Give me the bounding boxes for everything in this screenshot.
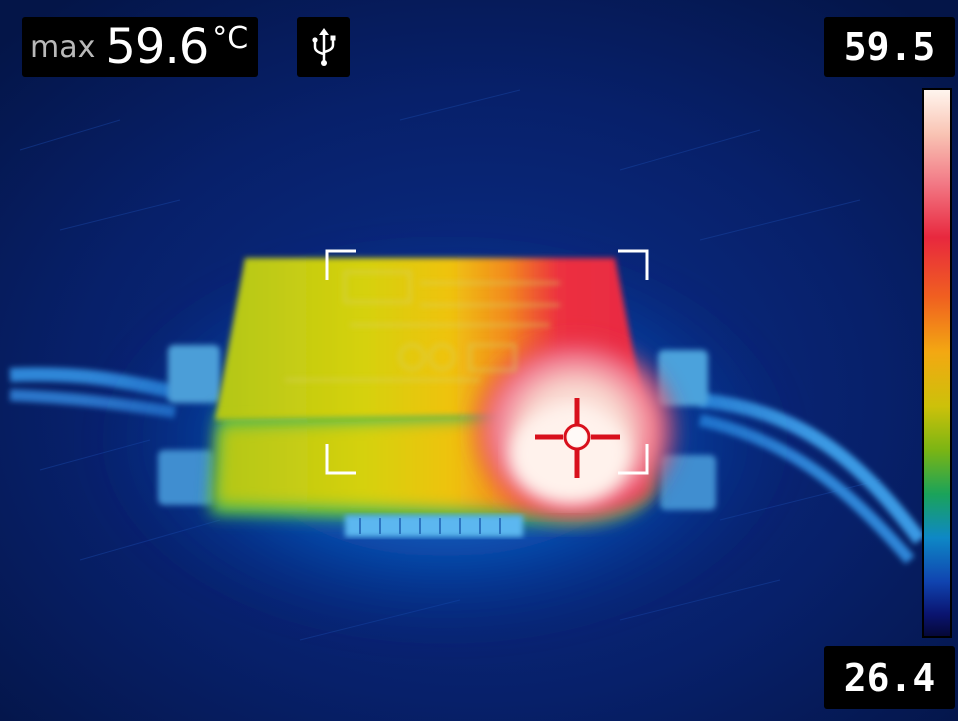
scale-max-value: 59.5 (824, 17, 955, 77)
usb-icon (311, 28, 335, 66)
crosshair-marker (535, 398, 620, 478)
usb-status (297, 17, 350, 77)
max-temperature-readout: max 59.6 °C (22, 17, 259, 77)
measurement-box (325, 249, 649, 475)
scale-min-value: 26.4 (824, 646, 955, 709)
temperature-unit: °C (212, 21, 249, 56)
max-value: 59.6 (105, 19, 209, 75)
max-label: max (30, 29, 96, 65)
temperature-color-scale (922, 88, 952, 638)
